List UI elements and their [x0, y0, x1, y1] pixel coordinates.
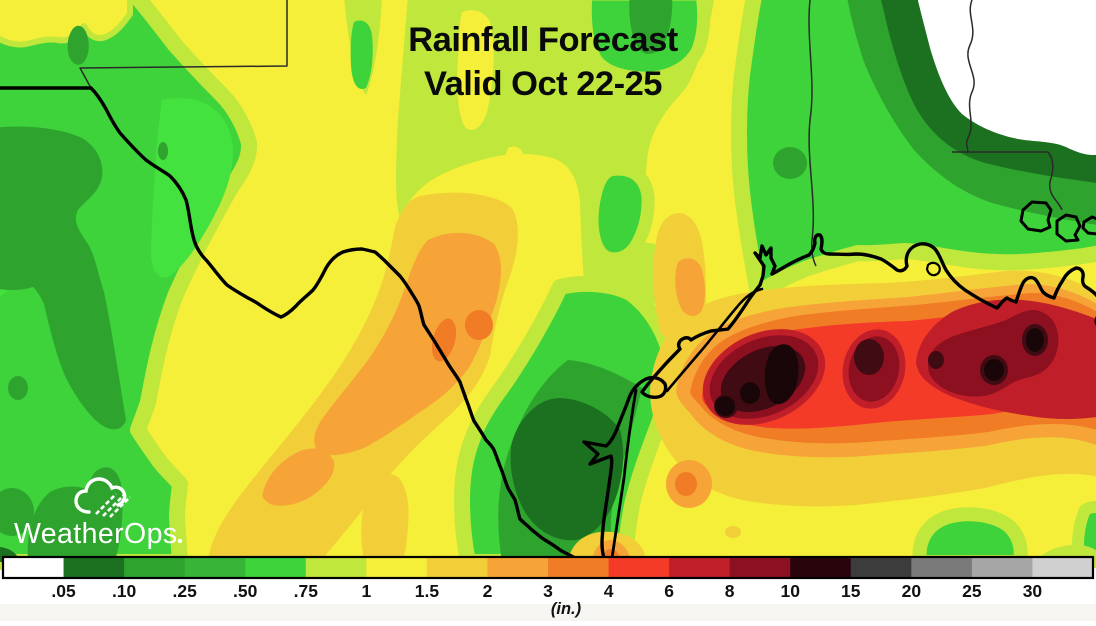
svg-text:20: 20: [902, 581, 922, 601]
svg-text:15: 15: [841, 581, 861, 601]
svg-text:Rainfall Forecast: Rainfall Forecast: [408, 21, 679, 59]
svg-text:1.5: 1.5: [415, 581, 440, 601]
svg-text:4: 4: [604, 581, 614, 601]
svg-text:8: 8: [725, 581, 735, 601]
svg-text:.50: .50: [233, 581, 258, 601]
svg-text:.25: .25: [173, 581, 198, 601]
svg-text:.10: .10: [112, 581, 137, 601]
svg-text:3: 3: [543, 581, 553, 601]
svg-text:30: 30: [1023, 581, 1043, 601]
svg-text:2: 2: [483, 581, 493, 601]
svg-text:Valid Oct 22-25: Valid Oct 22-25: [424, 65, 662, 103]
svg-text:.75: .75: [294, 581, 319, 601]
svg-text:WeatherOps: WeatherOps: [14, 518, 177, 550]
svg-text:6: 6: [664, 581, 674, 601]
svg-text:25: 25: [962, 581, 982, 601]
svg-text:(in.): (in.): [551, 600, 582, 618]
svg-text:1: 1: [361, 581, 371, 601]
svg-text:.05: .05: [51, 581, 76, 601]
svg-text:10: 10: [780, 581, 800, 601]
